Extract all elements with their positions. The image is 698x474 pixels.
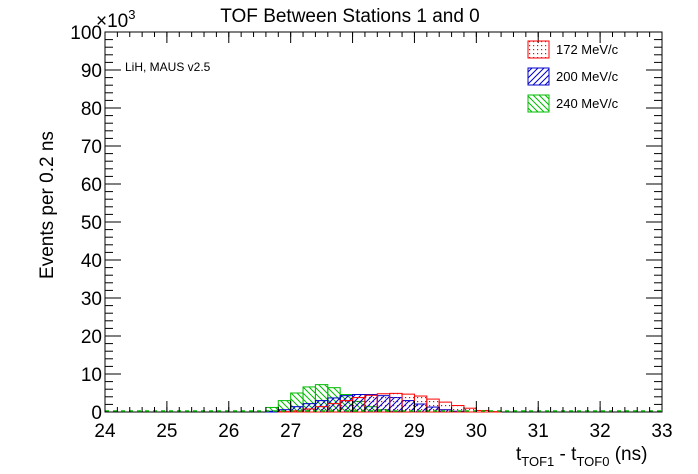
axis-ticks: 24 25 26 27 28 29 30 31 32 33 0 10 20 30 40 50 60 70 80 90 1… bbox=[70, 23, 672, 442]
bar bbox=[364, 394, 378, 413]
y-axis-label: Events per 0.2 ns bbox=[37, 131, 58, 279]
legend-entry-240: 240 MeV/c bbox=[527, 94, 619, 113]
annotation-text: LiH, MAUS v2.5 bbox=[125, 60, 211, 74]
y-tick-label: 100 bbox=[70, 23, 102, 44]
y-tick-label: 20 bbox=[81, 327, 102, 348]
x-tick-label: 26 bbox=[218, 421, 239, 442]
histogram-bars bbox=[105, 384, 662, 413]
x-tick-label: 28 bbox=[342, 421, 363, 442]
bar bbox=[389, 392, 403, 413]
legend-entry-200: 200 MeV/c bbox=[527, 67, 619, 86]
legend-swatch-240 bbox=[527, 94, 550, 113]
legend-swatch-200 bbox=[527, 67, 550, 86]
y-tick-label: 30 bbox=[81, 289, 102, 310]
x-tick-label: 32 bbox=[590, 421, 611, 442]
x-tick-label: 31 bbox=[528, 421, 549, 442]
x-tick-label: 30 bbox=[466, 421, 487, 442]
y-tick-label: 10 bbox=[81, 365, 102, 386]
plot-frame bbox=[104, 31, 663, 413]
x-axis-label: tTOF1 - tTOF0 (ns) bbox=[516, 444, 647, 469]
y-tick-label: 70 bbox=[81, 137, 102, 158]
bar bbox=[401, 393, 415, 413]
bar bbox=[426, 398, 440, 413]
chart-title: TOF Between Stations 1 and 0 bbox=[220, 6, 479, 27]
y-tick-label: 50 bbox=[81, 213, 102, 234]
y-tick-label: 80 bbox=[81, 99, 102, 120]
bar bbox=[413, 395, 428, 413]
legend-label-240: 240 MeV/c bbox=[556, 96, 619, 111]
y-tick-label: 90 bbox=[81, 61, 102, 82]
legend-label-172: 172 MeV/c bbox=[556, 42, 619, 57]
y-exponent: ×103 bbox=[96, 7, 135, 32]
legend-entry-172: 172 MeV/c bbox=[527, 40, 619, 59]
legend-label-200: 200 MeV/c bbox=[556, 69, 619, 84]
x-tick-label: 27 bbox=[280, 421, 301, 442]
bar bbox=[352, 397, 366, 413]
x-tick-label: 24 bbox=[94, 421, 116, 442]
y-tick-label: 40 bbox=[81, 251, 102, 272]
x-tick-label: 25 bbox=[156, 421, 177, 442]
y-tick-label: 60 bbox=[81, 175, 102, 196]
x-tick-label: 29 bbox=[404, 421, 425, 442]
bar bbox=[376, 393, 391, 413]
y-tick-label: 0 bbox=[91, 403, 102, 424]
legend-swatch-172 bbox=[527, 40, 550, 59]
x-tick-label: 33 bbox=[651, 421, 672, 442]
legend: 172 MeV/c 200 MeV/c 240 MeV/c bbox=[527, 40, 619, 113]
y-exponent-power: 3 bbox=[128, 7, 135, 22]
